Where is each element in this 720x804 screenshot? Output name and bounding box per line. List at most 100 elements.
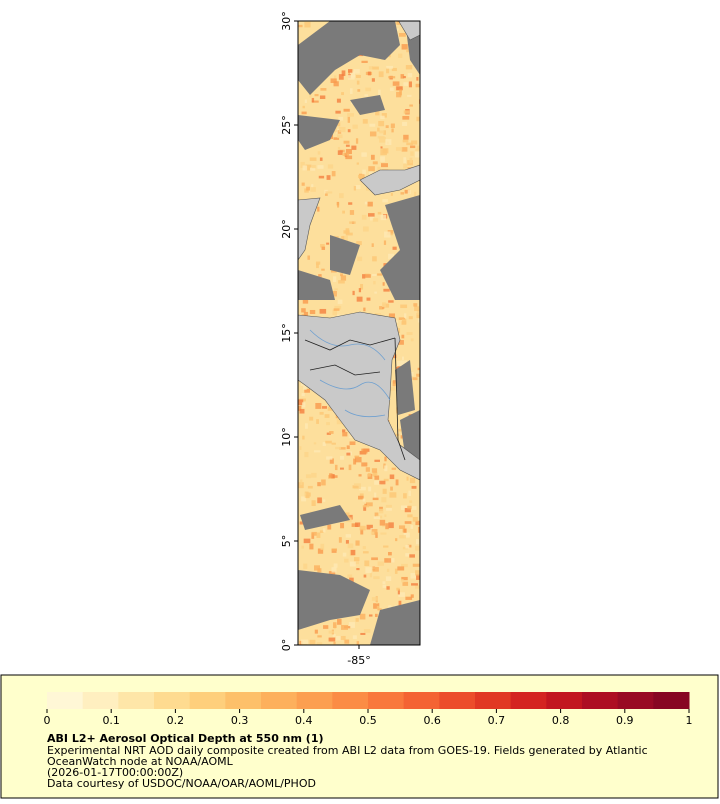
texture	[337, 146, 341, 150]
texture	[401, 579, 404, 583]
texture	[313, 442, 317, 445]
texture	[301, 639, 308, 644]
texture	[345, 228, 350, 235]
texture	[407, 73, 413, 78]
colorbar-swatch	[296, 692, 333, 709]
texture	[395, 538, 398, 542]
texture	[325, 440, 332, 444]
texture	[359, 613, 366, 620]
texture	[364, 274, 371, 278]
texture	[356, 80, 360, 85]
texture	[331, 171, 336, 177]
texture	[386, 67, 390, 74]
texture	[349, 441, 356, 446]
texture	[339, 447, 346, 450]
y-tick-label: 5°	[280, 535, 293, 548]
texture	[314, 94, 319, 97]
colorbar-swatch	[189, 692, 226, 709]
texture	[375, 601, 378, 604]
texture	[321, 268, 325, 271]
texture	[382, 306, 385, 309]
texture	[372, 497, 379, 501]
texture	[360, 632, 366, 635]
texture	[347, 574, 353, 578]
texture	[408, 316, 413, 320]
texture	[327, 164, 334, 169]
texture	[363, 307, 366, 312]
texture	[317, 548, 324, 554]
texture	[301, 643, 307, 645]
texture	[304, 21, 311, 28]
texture	[336, 635, 343, 641]
texture	[348, 622, 355, 628]
colorbar-swatch	[582, 692, 619, 709]
texture	[408, 81, 412, 88]
texture	[342, 552, 347, 557]
texture	[391, 67, 397, 72]
texture	[372, 567, 379, 572]
texture	[410, 594, 414, 598]
texture	[369, 572, 373, 578]
texture	[358, 288, 362, 293]
texture	[370, 531, 375, 535]
texture	[404, 521, 412, 524]
texture	[330, 644, 338, 645]
texture	[337, 202, 340, 208]
texture	[357, 89, 361, 92]
texture	[403, 110, 410, 114]
texture	[302, 435, 305, 440]
texture	[305, 164, 312, 171]
texture	[317, 165, 324, 169]
texture	[417, 526, 420, 533]
texture	[380, 115, 385, 120]
texture	[373, 280, 376, 285]
texture	[405, 596, 413, 600]
texture	[319, 308, 327, 314]
texture	[409, 500, 413, 503]
texture	[338, 74, 344, 80]
texture	[382, 282, 385, 286]
texture	[386, 586, 390, 590]
texture	[414, 191, 417, 197]
texture	[368, 213, 375, 217]
texture	[331, 442, 336, 445]
texture	[371, 557, 378, 561]
colorbar-swatch	[439, 692, 476, 709]
texture	[356, 296, 363, 302]
texture	[414, 151, 420, 158]
texture	[334, 464, 338, 471]
texture	[415, 539, 420, 545]
texture	[388, 300, 394, 303]
texture	[415, 83, 420, 88]
texture	[340, 275, 347, 281]
texture	[303, 538, 311, 544]
legend-line: Experimental NRT AOD daily composite cre…	[47, 744, 648, 757]
texture	[347, 69, 353, 73]
texture	[359, 486, 366, 491]
texture	[302, 299, 309, 304]
texture	[396, 91, 402, 98]
legend-line: OceanWatch node at NOAA/AOML	[47, 755, 234, 768]
colorbar-tick-label: 0.2	[167, 714, 185, 727]
texture	[384, 514, 387, 517]
texture	[409, 477, 416, 484]
texture	[342, 429, 346, 433]
texture	[305, 495, 310, 499]
texture	[380, 156, 385, 162]
texture	[326, 432, 331, 435]
texture	[369, 171, 374, 177]
texture	[338, 116, 344, 121]
texture	[326, 422, 330, 426]
texture	[404, 189, 411, 194]
texture	[392, 380, 396, 387]
texture	[332, 309, 338, 316]
texture	[373, 603, 380, 609]
texture	[301, 393, 305, 397]
texture	[382, 584, 387, 588]
texture	[385, 139, 392, 146]
texture	[392, 81, 400, 86]
texture	[355, 617, 359, 622]
colorbar-tick-label: 0.7	[488, 714, 506, 727]
texture	[315, 402, 322, 409]
texture	[396, 86, 403, 91]
